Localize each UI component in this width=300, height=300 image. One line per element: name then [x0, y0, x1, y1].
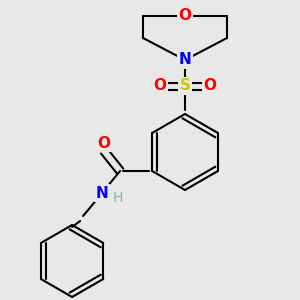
Text: S: S [179, 79, 191, 94]
Text: O: O [98, 136, 111, 151]
Text: O: O [154, 79, 166, 94]
Text: N: N [178, 52, 191, 68]
Text: N: N [96, 185, 109, 200]
Text: O: O [203, 79, 217, 94]
Text: H: H [113, 191, 123, 205]
Text: O: O [178, 8, 191, 23]
